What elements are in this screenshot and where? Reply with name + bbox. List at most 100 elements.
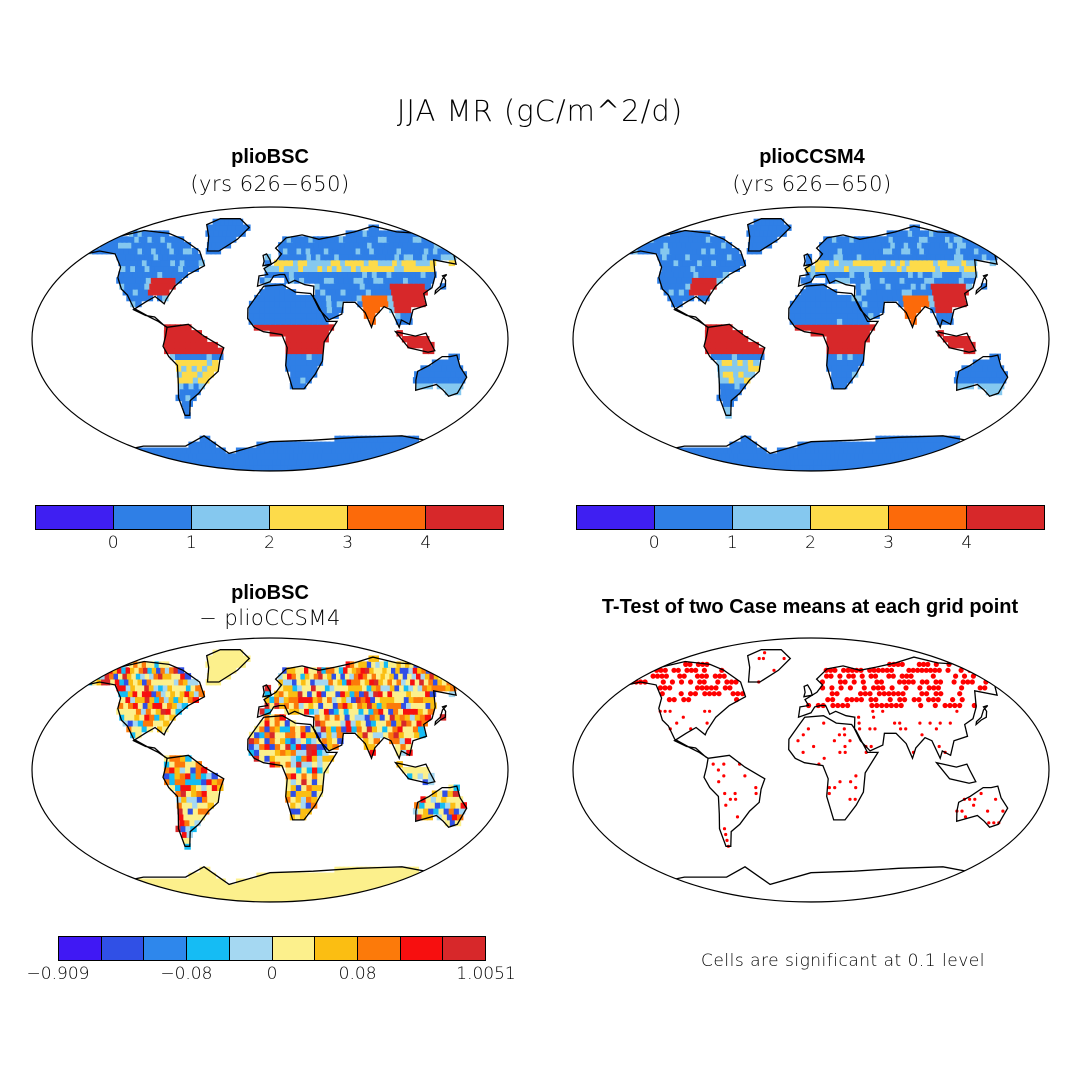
grid-cell xyxy=(802,465,809,471)
grid-cell xyxy=(407,673,414,680)
grid-cell xyxy=(180,324,187,331)
grid-cell xyxy=(343,878,350,885)
grid-cell xyxy=(934,277,941,284)
grid-cell xyxy=(837,341,844,349)
grid-cell xyxy=(173,465,181,471)
grid-cell xyxy=(939,453,946,460)
grid-cell xyxy=(748,224,755,231)
grid-cell xyxy=(356,878,363,885)
grid-cell xyxy=(379,661,386,668)
grid-cell xyxy=(401,259,408,267)
grid-cell xyxy=(347,866,354,874)
grid-cell xyxy=(175,259,182,267)
grid-cell xyxy=(831,306,838,314)
grid-cell xyxy=(736,341,743,349)
grid-cell xyxy=(143,896,150,902)
grid-cell xyxy=(282,667,289,674)
grid-cell xyxy=(356,725,363,733)
grid-cell xyxy=(665,465,672,471)
grid-cell xyxy=(817,465,824,471)
grid-cell xyxy=(841,377,848,384)
grid-cell xyxy=(274,690,281,698)
grid-cell xyxy=(279,714,286,721)
grid-cell xyxy=(423,377,430,384)
grid-cell xyxy=(381,720,388,727)
grid-cell xyxy=(365,720,373,727)
grid-cell xyxy=(169,761,176,768)
grid-cell xyxy=(227,655,235,662)
grid-cell xyxy=(937,441,944,448)
significance-marker xyxy=(708,685,714,691)
grid-cell xyxy=(741,453,748,460)
grid-cell xyxy=(383,872,391,879)
significance-marker xyxy=(938,721,942,725)
grid-cell xyxy=(958,277,966,284)
grid-cell xyxy=(131,459,139,466)
grid-cell xyxy=(404,435,411,443)
grid-cell xyxy=(704,336,712,343)
grid-cell xyxy=(177,236,185,243)
grid-cell xyxy=(162,684,170,692)
grid-cell xyxy=(953,341,960,349)
grid-cell xyxy=(888,435,895,443)
significance-marker xyxy=(842,727,846,731)
significance-marker xyxy=(671,667,677,673)
grid-cell xyxy=(124,283,131,290)
significance-marker xyxy=(945,667,951,673)
grid-cell xyxy=(706,259,713,267)
grid-cell xyxy=(289,878,297,885)
grid-cell xyxy=(664,453,672,460)
grid-cell xyxy=(354,690,361,698)
grid-cell xyxy=(706,447,713,454)
grid-cell xyxy=(332,312,339,319)
grid-cell xyxy=(369,283,377,290)
grid-cell xyxy=(274,696,281,703)
grid-cell xyxy=(726,330,733,337)
grid-cell xyxy=(927,236,934,243)
grid-cell xyxy=(281,453,288,460)
grid-cell xyxy=(847,330,854,337)
grid-cell xyxy=(213,661,221,668)
grid-cell xyxy=(686,277,694,284)
grid-cell xyxy=(340,690,347,698)
grid-cell xyxy=(198,890,205,897)
grid-cell xyxy=(358,661,365,668)
grid-cell xyxy=(823,242,830,249)
grid-cell xyxy=(331,294,338,302)
grid-cell xyxy=(963,347,970,355)
grid-cell xyxy=(922,289,929,296)
grid-cell xyxy=(806,453,813,460)
grid-cell xyxy=(733,371,740,378)
grid-cell xyxy=(179,761,187,768)
significance-marker xyxy=(858,691,864,697)
grid-cell xyxy=(190,761,197,768)
grid-cell xyxy=(814,447,821,454)
grid-cell xyxy=(783,465,790,471)
grid-cell xyxy=(988,242,995,249)
grid-cell xyxy=(823,248,831,255)
grid-cell xyxy=(668,453,676,460)
grid-cell xyxy=(346,696,353,703)
significance-marker xyxy=(727,685,733,691)
grid-cell xyxy=(130,253,137,261)
grid-cell xyxy=(794,312,802,319)
grid-cell xyxy=(150,708,158,715)
grid-cell xyxy=(340,673,347,680)
grid-cell xyxy=(143,890,150,897)
grid-cell xyxy=(642,248,649,255)
grid-cell xyxy=(657,253,664,261)
grid-cell xyxy=(216,884,223,891)
grid-cell xyxy=(196,359,203,366)
grid-cell xyxy=(314,277,321,284)
significance-marker xyxy=(898,702,904,709)
grid-cell xyxy=(850,453,857,460)
grid-cell xyxy=(841,365,849,372)
grid-cell xyxy=(369,743,376,750)
grid-cell xyxy=(208,884,215,891)
grid-cell xyxy=(663,242,670,249)
map-frame xyxy=(31,637,509,903)
grid-cell xyxy=(132,271,140,278)
significance-marker xyxy=(706,691,713,697)
grid-cell xyxy=(173,679,181,686)
grid-cell xyxy=(419,714,427,721)
